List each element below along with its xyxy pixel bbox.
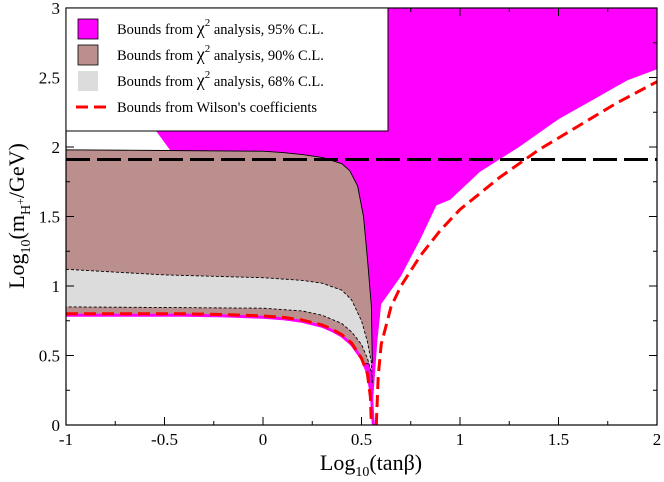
region-allowed-white	[66, 315, 374, 425]
y-tick-label: 1	[52, 277, 61, 296]
x-tick-label: 1.5	[548, 430, 569, 449]
legend-label: Bounds from χ2 analysis, 90% C.L.	[117, 43, 324, 64]
x-axis-label: Log10(tanβ)	[320, 450, 422, 480]
x-tick-label: 0.5	[351, 430, 372, 449]
x-tick-label: -1	[59, 430, 73, 449]
legend-label: Bounds from Wilson's coefficients	[117, 100, 317, 116]
y-axis-label: Log10(mH+/GeV)	[4, 143, 34, 289]
legend-swatch	[78, 71, 98, 91]
y-tick-label: 2	[52, 138, 61, 157]
y-tick-label: 0.5	[39, 347, 60, 366]
legend: Bounds from χ2 analysis, 95% C.L. Bounds …	[65, 7, 389, 132]
legend-swatch	[77, 18, 99, 40]
wilson-bound-left	[66, 312, 373, 425]
legend-swatch	[77, 44, 99, 66]
legend-box	[65, 7, 389, 132]
x-tick-label: 0	[259, 430, 268, 449]
x-tick-label: 2	[653, 430, 662, 449]
x-tick-label: 1	[456, 430, 465, 449]
x-tick-label: -0.5	[151, 430, 178, 449]
wilson-bound-right	[374, 80, 657, 425]
region-68	[66, 268, 373, 384]
y-tick-label: 3	[52, 0, 61, 18]
y-tick-label: 1.5	[39, 208, 60, 227]
y-tick-label: 0	[52, 416, 61, 435]
y-tick-label: 2.5	[39, 69, 60, 88]
legend-label: Bounds from χ2 analysis, 68% C.L.	[117, 69, 324, 90]
legend-label: Bounds from χ2 analysis, 95% C.L.	[117, 17, 324, 38]
